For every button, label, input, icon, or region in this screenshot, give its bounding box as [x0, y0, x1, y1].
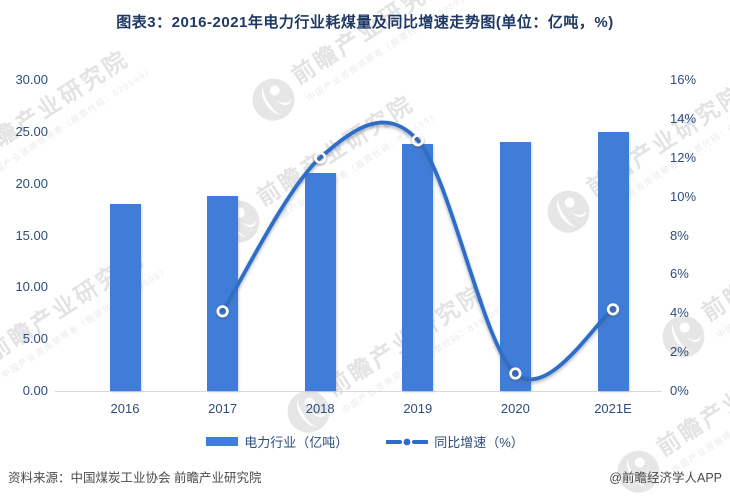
right-axis-tick: 10%: [670, 188, 697, 204]
right-axis-tick: 0%: [670, 383, 689, 398]
x-axis-label: 2020: [500, 401, 530, 416]
bar-2020: [499, 142, 531, 391]
bar-2021E: [597, 131, 629, 391]
x-axis-line: [55, 391, 662, 392]
credit-note: @前瞻经济学人APP: [609, 471, 722, 485]
left-axis-tick: 15.00: [15, 227, 48, 243]
left-axis-tick: 25.00: [15, 123, 48, 139]
right-axis-tick: 4%: [670, 305, 689, 321]
legend-bar-swatch-icon: [206, 437, 239, 446]
watermark: 前瞻产业研究院中国产业咨询领导者（股票代码：839599）: [651, 192, 730, 371]
watermark-sub-text: 中国产业咨询领导者（股票代码：839599）: [669, 359, 730, 476]
left-axis-tick: 20.00: [15, 175, 48, 191]
x-axis-label: 2016: [110, 401, 140, 416]
right-axis-tick: 16%: [670, 72, 697, 87]
legend-bar-label: 电力行业（亿吨）: [244, 435, 349, 450]
line-marker: [314, 151, 327, 164]
right-axis-tick: 12%: [670, 149, 697, 165]
left-axis-tick: 10.00: [15, 279, 48, 295]
legend-item-bar: 电力行业（亿吨）: [206, 432, 348, 451]
source-note: 资料来源：中国煤炭工业协会 前瞻产业研究院: [8, 471, 262, 485]
legend: 电力行业（亿吨） 同比增速（%）: [0, 432, 730, 451]
bar-2018: [304, 173, 336, 391]
bar-2017: [207, 196, 239, 391]
watermark-logo-icon: [252, 78, 295, 121]
chart-title: 图表3：2016-2021年电力行业耗煤量及同比增速走势图(单位：亿吨，%): [116, 14, 614, 31]
watermark: 前瞻产业研究院中国产业咨询领导者（股票代码：839599）: [536, 67, 730, 246]
bar-2016: [109, 204, 141, 391]
right-axis-tick: 6%: [670, 266, 689, 282]
watermark-sub-text: 中国产业咨询领导者（股票代码：839599）: [714, 224, 730, 341]
watermark-brand-text: 前瞻产业研究院: [0, 44, 134, 166]
legend-item-line: 同比增速（%）: [386, 432, 524, 451]
right-axis-tick: 14%: [670, 110, 697, 126]
left-axis-tick: 30.00: [15, 72, 48, 87]
x-axis-label: 2021E: [594, 401, 632, 416]
legend-line-label: 同比增速（%）: [434, 435, 524, 450]
watermark-logo-icon: [547, 190, 590, 233]
right-axis-tick: 2%: [670, 344, 689, 360]
x-axis-label: 2018: [305, 401, 335, 416]
bar-2019: [402, 144, 434, 391]
left-axis-tick: 5.00: [22, 331, 48, 347]
legend-line-swatch-icon: [386, 437, 429, 447]
right-axis-tick: 8%: [670, 227, 689, 243]
left-axis-tick: 0.00: [22, 383, 48, 398]
x-axis-label: 2017: [208, 401, 238, 416]
x-axis-label: 2019: [403, 401, 433, 416]
watermark-brand-text: 前瞻产业研究院: [696, 204, 730, 326]
